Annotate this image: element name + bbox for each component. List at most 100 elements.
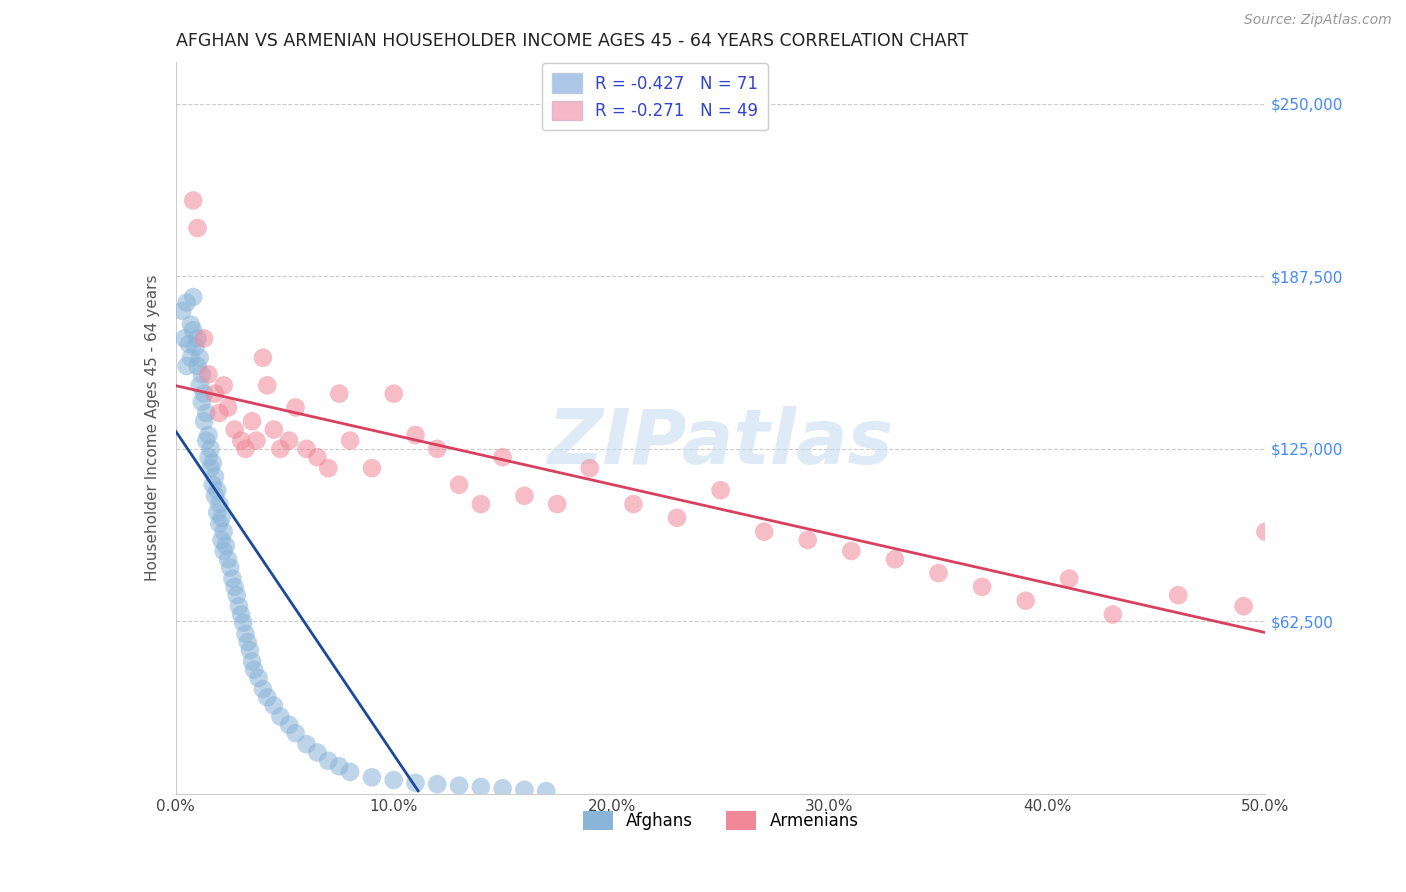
Text: ZIPatlas: ZIPatlas — [547, 406, 894, 480]
Point — [195, 434, 218, 448]
Point — [208, 406, 231, 420]
Point — [212, 378, 235, 392]
Point — [172, 303, 194, 318]
Point — [193, 414, 215, 428]
Point — [235, 627, 257, 641]
Point — [534, 784, 557, 798]
Point — [195, 406, 218, 420]
Point — [269, 709, 291, 723]
Point — [360, 770, 382, 784]
Point — [318, 754, 340, 768]
Point — [191, 368, 214, 382]
Point — [176, 359, 198, 373]
Point — [1167, 588, 1189, 602]
Point — [546, 497, 568, 511]
Point — [177, 337, 200, 351]
Point — [205, 505, 228, 519]
Point — [184, 340, 207, 354]
Legend: Afghans, Armenians: Afghans, Armenians — [576, 805, 865, 837]
Point — [186, 221, 209, 235]
Point — [236, 635, 259, 649]
Point — [201, 477, 224, 491]
Point — [217, 552, 239, 566]
Point — [247, 671, 270, 685]
Point — [197, 428, 219, 442]
Point — [193, 331, 215, 345]
Point — [224, 423, 246, 437]
Point — [252, 351, 274, 365]
Point — [211, 511, 233, 525]
Point — [426, 442, 449, 456]
Point — [1057, 572, 1080, 586]
Point — [360, 461, 382, 475]
Point — [240, 654, 263, 668]
Point — [492, 450, 515, 464]
Point — [884, 552, 907, 566]
Point — [188, 378, 211, 392]
Point — [212, 524, 235, 539]
Point — [1254, 524, 1277, 539]
Point — [245, 434, 267, 448]
Point — [197, 450, 219, 464]
Point — [221, 572, 243, 586]
Point — [204, 489, 226, 503]
Point — [470, 780, 492, 794]
Point — [447, 779, 470, 793]
Point — [186, 331, 209, 345]
Point — [492, 781, 515, 796]
Point — [208, 516, 231, 531]
Point — [256, 690, 278, 705]
Point — [405, 428, 427, 442]
Point — [232, 615, 254, 630]
Point — [307, 746, 329, 760]
Point — [181, 290, 204, 304]
Point — [252, 681, 274, 696]
Point — [269, 442, 291, 456]
Point — [239, 643, 262, 657]
Point — [278, 718, 301, 732]
Point — [328, 386, 350, 401]
Point — [231, 434, 253, 448]
Point — [796, 533, 818, 547]
Point — [256, 378, 278, 392]
Point — [307, 450, 329, 464]
Point — [621, 497, 644, 511]
Point — [382, 773, 405, 788]
Point — [278, 434, 301, 448]
Point — [579, 461, 602, 475]
Point — [240, 414, 263, 428]
Point — [295, 737, 318, 751]
Point — [197, 368, 219, 382]
Point — [928, 566, 950, 580]
Point — [193, 386, 215, 401]
Point — [200, 442, 222, 456]
Point — [339, 434, 361, 448]
Point — [231, 607, 253, 622]
Point — [176, 295, 198, 310]
Point — [841, 544, 863, 558]
Y-axis label: Householder Income Ages 45 - 64 years: Householder Income Ages 45 - 64 years — [145, 275, 160, 582]
Point — [181, 323, 204, 337]
Point — [228, 599, 250, 614]
Point — [200, 461, 222, 475]
Point — [201, 456, 224, 470]
Point — [263, 698, 285, 713]
Point — [191, 395, 214, 409]
Point — [284, 401, 307, 415]
Text: AFGHAN VS ARMENIAN HOUSEHOLDER INCOME AGES 45 - 64 YEARS CORRELATION CHART: AFGHAN VS ARMENIAN HOUSEHOLDER INCOME AG… — [176, 32, 967, 50]
Point — [204, 469, 226, 483]
Point — [382, 386, 405, 401]
Point — [217, 401, 239, 415]
Point — [186, 359, 209, 373]
Point — [666, 511, 689, 525]
Point — [470, 497, 492, 511]
Point — [219, 560, 242, 574]
Point — [215, 539, 238, 553]
Point — [284, 726, 307, 740]
Point — [1015, 593, 1038, 607]
Text: Source: ZipAtlas.com: Source: ZipAtlas.com — [1244, 13, 1392, 28]
Point — [205, 483, 228, 498]
Point — [204, 386, 226, 401]
Point — [173, 331, 195, 345]
Point — [180, 318, 202, 332]
